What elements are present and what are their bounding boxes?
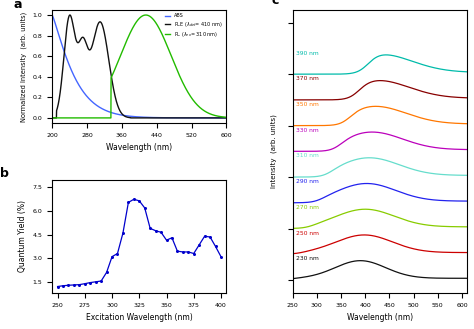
Text: 270 nm: 270 nm [296,205,319,210]
Y-axis label: Normalized Intensity  (arb. units): Normalized Intensity (arb. units) [20,11,27,122]
Text: 350 nm: 350 nm [296,102,319,107]
Y-axis label: Quantum Yield (%): Quantum Yield (%) [18,200,27,272]
Text: a: a [14,0,22,11]
Text: 370 nm: 370 nm [296,76,319,81]
X-axis label: Excitation Wavelength (nm): Excitation Wavelength (nm) [86,313,192,322]
Text: b: b [0,167,9,180]
Text: c: c [272,0,279,7]
Text: 250 nm: 250 nm [296,231,319,236]
Y-axis label: Intensity  (arb. units): Intensity (arb. units) [271,114,277,188]
Text: 390 nm: 390 nm [296,51,319,56]
X-axis label: Wavelength (nm): Wavelength (nm) [106,143,173,152]
Text: 230 nm: 230 nm [296,256,319,261]
Legend: ABS, PLE ($\lambda_{det}$= 410 nm), PL ($\lambda_{ex}$= 310 nm): ABS, PLE ($\lambda_{det}$= 410 nm), PL (… [164,12,224,40]
Text: 330 nm: 330 nm [296,128,319,133]
Text: 290 nm: 290 nm [296,179,319,184]
X-axis label: Wavelength (nm): Wavelength (nm) [346,313,413,322]
Text: 310 nm: 310 nm [296,153,319,159]
